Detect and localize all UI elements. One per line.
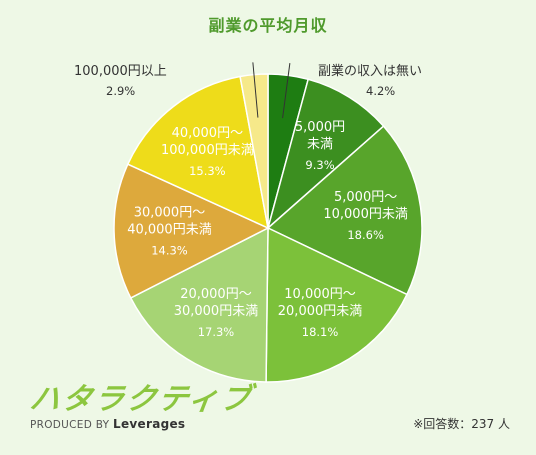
pie-slice-4 — [129, 226, 269, 383]
produced-by-text: PRODUCED BY — [30, 419, 110, 431]
slice-label-4-0: 20,000円～ — [180, 287, 252, 302]
pie-slice-1 — [266, 78, 385, 231]
leader-line-7 — [252, 62, 259, 118]
slice-pct-label-2: 18.6% — [347, 228, 384, 242]
slice-label-3-0: 10,000円～ — [284, 287, 356, 302]
pie-slice-5 — [113, 163, 270, 299]
logo-wordmark: ハタラクティブ — [27, 382, 255, 417]
slice-label-3-1: 20,000円未満 — [278, 304, 363, 319]
slice-label-1-0: 5,000円 — [295, 120, 345, 135]
response-count-note: ※回答数：237 人 — [413, 417, 510, 431]
slice-label-4-1: 30,000円未満 — [174, 304, 259, 319]
slice-label-1-1: 未満 — [307, 137, 333, 152]
leader-line-0 — [282, 63, 291, 119]
hataractive-logo: ハタラクティブ PRODUCED BY Leverages — [27, 382, 255, 431]
slice-label-6-1: 100,000円未満 — [161, 143, 254, 158]
pie-slice-6 — [126, 75, 269, 230]
outside-pct-no-income: 4.2% — [366, 84, 396, 98]
pie-slice-3 — [265, 226, 408, 383]
pie-slice-2 — [266, 125, 423, 296]
slice-pct-label-6: 15.3% — [189, 164, 226, 178]
slice-label-2-0: 5,000円～ — [334, 190, 397, 205]
chart-title: 副業の平均月収 — [208, 16, 328, 35]
slice-label-2-1: 10,000円未満 — [323, 207, 408, 222]
leverages-text: Leverages — [113, 417, 186, 431]
slice-pct-label-1: 9.3% — [305, 158, 334, 172]
outside-label-over-100000: 100,000円以上 — [74, 64, 167, 79]
slice-label-6-0: 40,000円～ — [172, 126, 244, 141]
slice-label-5-0: 30,000円～ — [134, 206, 206, 221]
slice-pct-label-3: 18.1% — [302, 325, 339, 339]
slice-pct-label-4: 17.3% — [198, 325, 235, 339]
outside-label-no-income: 副業の収入は無い — [318, 64, 423, 79]
logo-produced-by: PRODUCED BY Leverages — [30, 417, 252, 431]
slice-pct-label-5: 14.3% — [151, 244, 188, 258]
slice-label-5-1: 40,000円未満 — [127, 223, 212, 238]
outside-pct-over-100000: 2.9% — [106, 84, 136, 98]
